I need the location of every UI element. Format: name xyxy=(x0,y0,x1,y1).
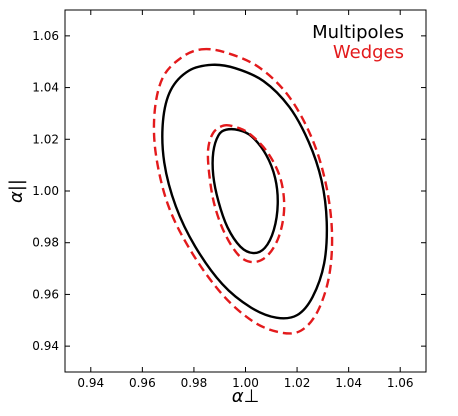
x-axis-label: α⊥ xyxy=(232,386,260,407)
multipoles-inner-contour xyxy=(211,127,279,255)
wedges-inner-contour xyxy=(206,123,286,264)
y-tick-label: 1.04 xyxy=(32,81,59,95)
x-tick-label: 1.04 xyxy=(335,376,362,390)
legend-label-multipoles: Multipoles xyxy=(312,22,404,43)
x-tick-label: 0.94 xyxy=(77,376,104,390)
axes-layer: 0.94 0.96 0.98 1.00 1.02 1.04 1.06 0.94 0.96 0.98… xyxy=(32,10,426,390)
y-tick-label: 0.96 xyxy=(32,287,59,301)
y-tick-label: 0.98 xyxy=(32,236,59,250)
plot-frame xyxy=(64,9,427,373)
x-tick-label: 1.02 xyxy=(284,376,311,390)
y-axis-label: α|| xyxy=(6,179,27,203)
contour-layer xyxy=(152,47,334,335)
x-tick-label: 1.06 xyxy=(387,376,414,390)
y-tick-label: 1.06 xyxy=(32,29,59,43)
y-tick-label: 0.94 xyxy=(32,339,59,353)
multipoles-outer-contour xyxy=(161,63,329,320)
x-tick-label: 0.96 xyxy=(129,376,156,390)
y-tick-label: 1.00 xyxy=(32,184,59,198)
y-tick-label: 1.02 xyxy=(32,132,59,146)
legend-label-wedges: Wedges xyxy=(333,42,404,63)
wedges-outer-contour xyxy=(152,47,334,335)
x-tick-label: 1.00 xyxy=(232,376,259,390)
x-tick-label: 0.98 xyxy=(181,376,208,390)
